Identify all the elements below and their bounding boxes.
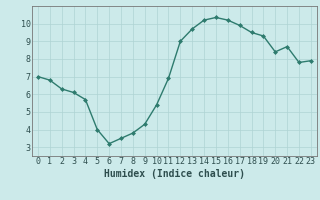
X-axis label: Humidex (Indice chaleur): Humidex (Indice chaleur) xyxy=(104,169,245,179)
